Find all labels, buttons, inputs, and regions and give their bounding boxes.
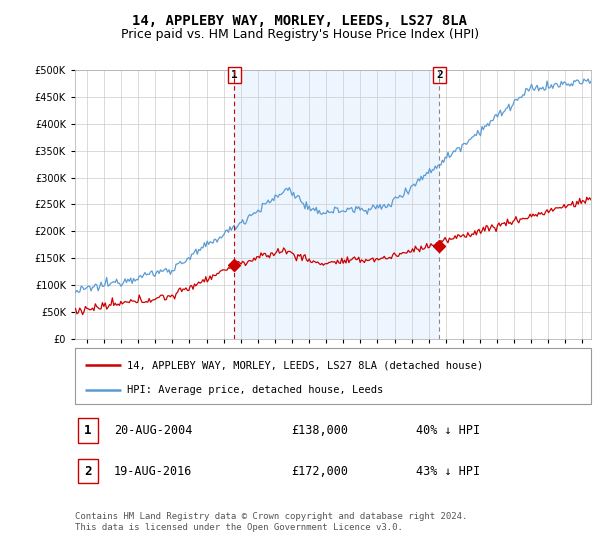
Text: 14, APPLEBY WAY, MORLEY, LEEDS, LS27 8LA (detached house): 14, APPLEBY WAY, MORLEY, LEEDS, LS27 8LA…: [127, 360, 483, 370]
Text: 2: 2: [84, 465, 92, 478]
Text: 1: 1: [231, 70, 238, 80]
Bar: [77, 418, 98, 443]
Text: HPI: Average price, detached house, Leeds: HPI: Average price, detached house, Leed…: [127, 385, 383, 395]
Text: 43% ↓ HPI: 43% ↓ HPI: [416, 465, 479, 478]
Text: Price paid vs. HM Land Registry's House Price Index (HPI): Price paid vs. HM Land Registry's House …: [121, 28, 479, 41]
Text: £138,000: £138,000: [292, 424, 349, 437]
Text: 1: 1: [84, 424, 92, 437]
Text: £172,000: £172,000: [292, 465, 349, 478]
Bar: [77, 459, 98, 483]
Bar: [235, 70, 439, 339]
Text: 14, APPLEBY WAY, MORLEY, LEEDS, LS27 8LA: 14, APPLEBY WAY, MORLEY, LEEDS, LS27 8LA: [133, 14, 467, 28]
Text: 40% ↓ HPI: 40% ↓ HPI: [416, 424, 479, 437]
Text: Contains HM Land Registry data © Crown copyright and database right 2024.
This d: Contains HM Land Registry data © Crown c…: [75, 512, 467, 532]
Text: 19-AUG-2016: 19-AUG-2016: [114, 465, 192, 478]
Text: 2: 2: [436, 70, 443, 80]
Text: 20-AUG-2004: 20-AUG-2004: [114, 424, 192, 437]
